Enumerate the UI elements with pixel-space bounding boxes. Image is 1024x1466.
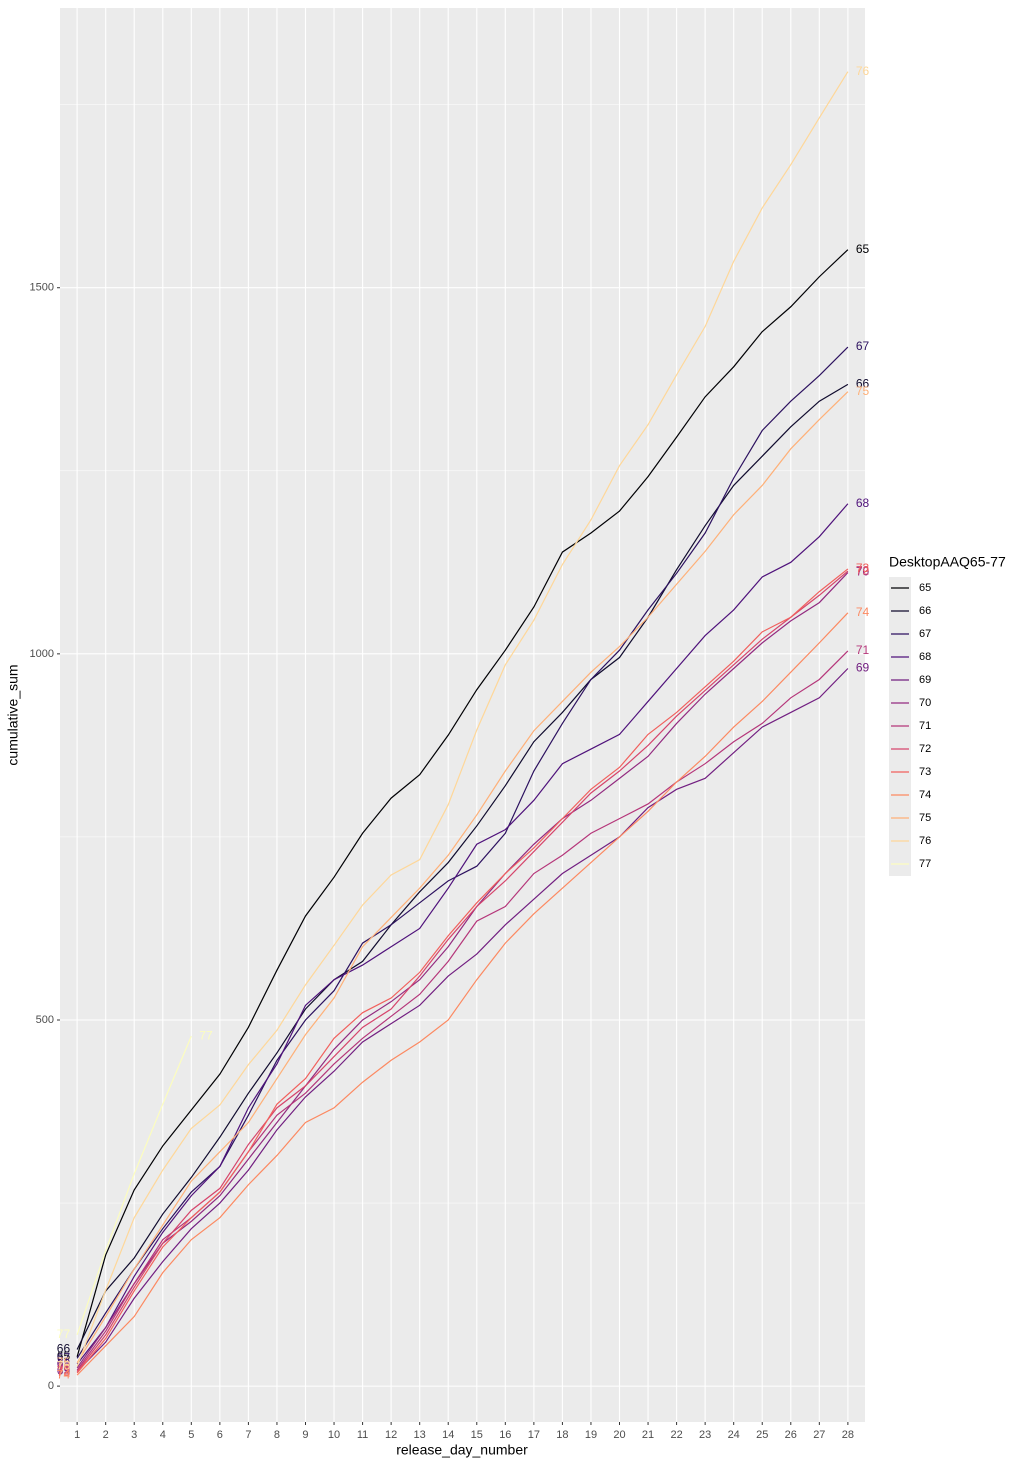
series-line xyxy=(76,249,849,1357)
series-line xyxy=(76,503,849,1365)
legend-label: 69 xyxy=(919,674,931,686)
series-line xyxy=(76,668,849,1372)
legend-label: 75 xyxy=(919,812,931,824)
x-tick-label: 26 xyxy=(785,1429,797,1441)
legend-label: 73 xyxy=(919,766,931,778)
x-tick-label: 12 xyxy=(385,1429,397,1441)
legend-label: 67 xyxy=(919,628,931,640)
start-label: 77 xyxy=(57,1327,71,1341)
end-label: 71 xyxy=(856,643,870,657)
series-line xyxy=(76,391,849,1364)
start-label: 69 xyxy=(57,1364,71,1378)
series-line xyxy=(76,346,849,1359)
y-tick-label: 500 xyxy=(36,1014,54,1026)
x-tick-label: 25 xyxy=(756,1429,768,1441)
start-label: 65 xyxy=(57,1349,71,1363)
x-tick-label: 7 xyxy=(245,1429,251,1441)
series-line xyxy=(76,71,849,1367)
x-tick-label: 11 xyxy=(357,1429,368,1441)
y-tick-label: 1000 xyxy=(30,648,54,660)
x-tick-label: 9 xyxy=(302,1429,308,1441)
legend-label: 76 xyxy=(919,835,931,847)
end-label: 77 xyxy=(199,1028,213,1042)
start-label: 68 xyxy=(57,1356,71,1370)
x-tick-label: 5 xyxy=(188,1429,194,1441)
x-tick-label: 17 xyxy=(528,1429,540,1441)
x-tick-label: 16 xyxy=(499,1429,511,1441)
series-line xyxy=(76,572,849,1369)
legend-label: 72 xyxy=(919,743,931,755)
end-label: 70 xyxy=(856,565,870,579)
y-tick-label: 1500 xyxy=(30,282,54,294)
x-tick-label: 22 xyxy=(670,1429,682,1441)
y-axis-label: cumulative_sum xyxy=(5,664,21,765)
start-label: 71 xyxy=(57,1362,71,1376)
legend-label: 74 xyxy=(919,789,931,801)
x-tick-label: 6 xyxy=(217,1429,223,1441)
x-tick-label: 10 xyxy=(328,1429,340,1441)
x-tick-label: 23 xyxy=(699,1429,711,1441)
x-tick-label: 18 xyxy=(556,1429,568,1441)
legend-label: 68 xyxy=(919,651,931,663)
x-tick-label: 27 xyxy=(813,1429,825,1441)
x-tick-label: 1 xyxy=(74,1429,80,1441)
legend-label: 77 xyxy=(919,858,931,870)
end-label: 72 xyxy=(856,563,870,577)
x-tick-label: 14 xyxy=(442,1429,454,1441)
series-line xyxy=(76,568,849,1374)
start-label: 66 xyxy=(57,1342,71,1356)
x-tick-label: 15 xyxy=(471,1429,483,1441)
start-label: 76 xyxy=(57,1359,71,1373)
start-label: 67 xyxy=(57,1350,71,1364)
legend-label: 65 xyxy=(919,582,931,594)
y-tick-label: 0 xyxy=(48,1380,54,1392)
x-tick-label: 13 xyxy=(414,1429,426,1441)
end-label: 74 xyxy=(856,605,870,619)
end-label: 68 xyxy=(856,496,870,510)
legend-label: 70 xyxy=(919,697,931,709)
series-line xyxy=(76,570,849,1372)
x-tick-label: 4 xyxy=(160,1429,166,1441)
start-label: 75 xyxy=(57,1355,71,1369)
x-axis-label: release_day_number xyxy=(396,1442,528,1458)
legend-label: 66 xyxy=(919,605,931,617)
x-tick-label: 21 xyxy=(642,1429,654,1441)
start-label: 70 xyxy=(57,1360,71,1374)
x-tick-label: 24 xyxy=(728,1429,740,1441)
legend-title: DesktopAAQ65-77 xyxy=(889,554,1006,570)
end-label: 76 xyxy=(856,64,870,78)
series-line xyxy=(76,612,849,1376)
series-line xyxy=(76,1035,192,1336)
end-label: 69 xyxy=(856,661,870,675)
end-label: 65 xyxy=(856,242,870,256)
start-label: 72 xyxy=(57,1364,71,1378)
x-tick-label: 19 xyxy=(585,1429,597,1441)
x-tick-label: 8 xyxy=(274,1429,280,1441)
start-label: 73 xyxy=(57,1365,71,1379)
legend-label: 71 xyxy=(919,720,931,732)
end-label: 73 xyxy=(856,561,870,575)
x-tick-label: 28 xyxy=(842,1429,854,1441)
panel xyxy=(60,8,865,1422)
x-tick-label: 2 xyxy=(103,1429,109,1441)
end-label: 67 xyxy=(856,339,870,353)
end-label: 66 xyxy=(856,377,870,391)
x-tick-label: 20 xyxy=(613,1429,625,1441)
start-label: 74 xyxy=(57,1367,71,1381)
x-tick-label: 3 xyxy=(131,1429,137,1441)
end-label: 75 xyxy=(856,384,870,398)
